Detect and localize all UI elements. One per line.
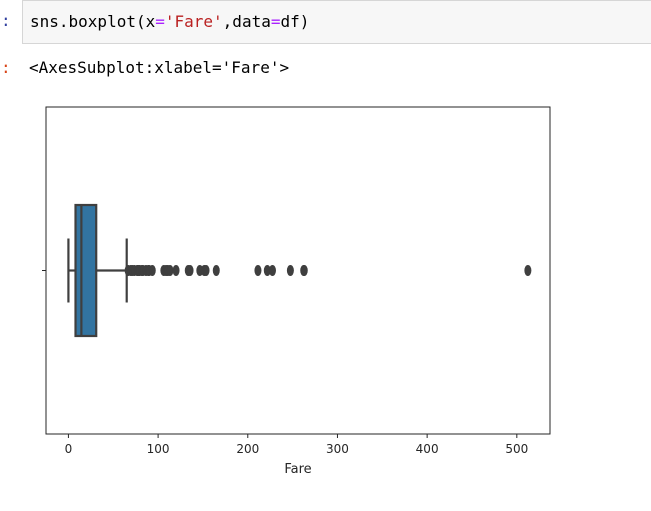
code-operator: = (155, 12, 165, 31)
chart-container: 0 100 200 300 400 500 Fare (0, 95, 620, 490)
output-text: <AxesSubplot:xlabel='Fare'> (29, 58, 290, 77)
outlier-point (212, 265, 220, 277)
outlier-point (186, 265, 194, 277)
outlier-point (286, 265, 294, 277)
axes-frame (45, 106, 551, 435)
outlier-point (166, 265, 174, 277)
x-tick-label: 0 (65, 442, 73, 456)
x-axis-label: Fare (284, 462, 311, 477)
x-tick-label: 100 (147, 442, 170, 456)
code-line: sns.boxplot(x='Fare',data=df) (30, 10, 309, 34)
output-prompt: : (1, 58, 11, 77)
outlier-point (254, 265, 262, 277)
x-tick-label: 300 (326, 442, 349, 456)
box-iqr (74, 203, 98, 338)
outlier-point (300, 265, 308, 277)
code-arg: df) (280, 12, 310, 31)
x-tick-label: 400 (416, 442, 439, 456)
code-operator: = (270, 12, 281, 31)
x-tick-label: 500 (505, 442, 528, 456)
outlier-point (172, 265, 180, 277)
boxplot-chart: 0 100 200 300 400 500 Fare (42, 106, 551, 477)
input-prompt: : (1, 11, 11, 30)
outlier-point (268, 265, 276, 277)
code-string: 'Fare' (164, 12, 223, 31)
x-tick-label: 200 (236, 442, 259, 456)
outlier-point (524, 265, 532, 277)
code-cell[interactable]: sns.boxplot(x='Fare',data=df) (22, 0, 651, 44)
outlier-point (148, 265, 156, 277)
code-function: sns.boxplot(x (30, 12, 156, 31)
code-arg: ,data (222, 12, 271, 31)
outlier-point (202, 265, 210, 277)
